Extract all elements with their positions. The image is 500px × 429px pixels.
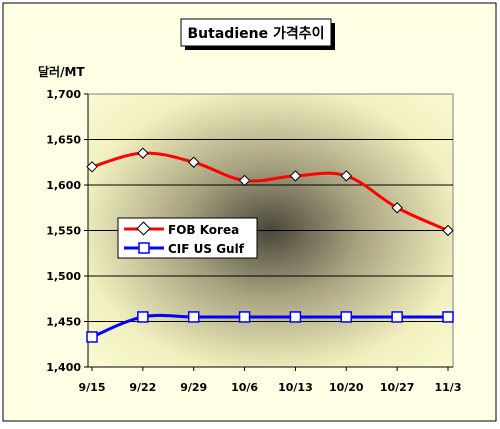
y-tick-label: 1,700 — [46, 88, 81, 101]
legend-marker-fob-korea — [136, 221, 151, 236]
x-tick-label: 10/20 — [329, 381, 364, 394]
data-point-cif-us-gulf — [86, 331, 98, 343]
data-point-cif-us-gulf — [340, 311, 353, 323]
x-tick-label: 10/13 — [278, 381, 313, 394]
data-point-fob-korea — [188, 156, 200, 168]
x-tick-label: 10/27 — [380, 381, 415, 394]
data-point-fob-korea — [238, 174, 251, 187]
data-point-cif-us-gulf — [391, 311, 403, 323]
data-point-fob-korea — [137, 147, 149, 159]
y-tick-label: 1,500 — [46, 270, 81, 283]
data-point-fob-korea — [391, 202, 403, 214]
y-tick-label: 1,650 — [46, 134, 81, 147]
data-point-fob-korea — [289, 170, 302, 182]
legend-label-fob-korea: FOB Korea — [168, 223, 239, 237]
title-box — [180, 18, 332, 47]
legend-label-cif-us-gulf: CIF US Gulf — [168, 242, 245, 256]
data-point-cif-us-gulf — [238, 311, 251, 323]
data-point-cif-us-gulf — [289, 311, 302, 323]
y-tick-label: 1,400 — [46, 361, 81, 374]
x-tick-label: 9/22 — [129, 381, 156, 394]
x-tick-label: 9/15 — [79, 381, 106, 394]
data-point-fob-korea — [442, 224, 454, 237]
data-point-fob-korea — [86, 161, 98, 173]
y-tick-label: 1,450 — [46, 316, 81, 329]
series — [86, 147, 454, 343]
data-point-cif-us-gulf — [137, 311, 149, 323]
axes: 1,400 1,450 1,500 1,550 1,600 1,650 1,700 9/15 9… — [46, 88, 461, 394]
legend: FOB Korea CIF US Gulf — [117, 217, 258, 259]
x-tick-label: 9/29 — [180, 381, 207, 394]
y-tick-label: 1,600 — [46, 179, 81, 192]
x-tick-label: 10/6 — [231, 381, 258, 394]
data-point-cif-us-gulf — [442, 311, 454, 323]
data-point-fob-korea — [340, 170, 352, 182]
x-tick-label: 11/3 — [435, 381, 462, 394]
y-axis-label: 달러/MT — [38, 64, 85, 79]
data-point-cif-us-gulf — [187, 311, 200, 323]
legend-marker-cif-us-gulf — [138, 242, 150, 254]
y-tick-label: 1,550 — [46, 225, 81, 238]
chart-title: Butadiene 가격추이 — [188, 25, 325, 42]
